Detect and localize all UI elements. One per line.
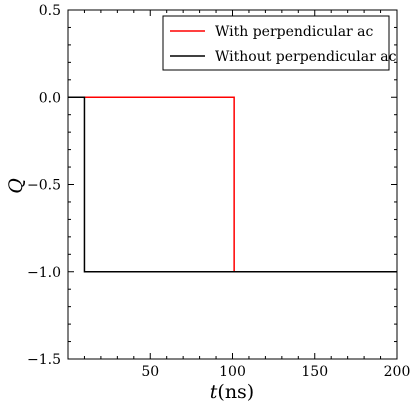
x-tick-label: 50 — [141, 364, 159, 380]
x-tick-label: 100 — [219, 364, 246, 380]
x-axis-variable: t — [210, 381, 218, 403]
series-line-without-ac — [68, 96, 397, 273]
series-group — [68, 96, 397, 273]
legend: With perpendicular ac Without perpendicu… — [162, 15, 397, 71]
legend-label-with-ac: With perpendicular ac — [215, 24, 374, 40]
x-axis-label: t(ns) — [210, 381, 254, 403]
tick-labels: 50 100 150 200 0.5 0.0 −0.5 −1.0 −1.5 — [27, 3, 410, 380]
y-tick-label: −1.0 — [27, 265, 61, 281]
y-tick-label: 0.0 — [39, 90, 61, 106]
y-tick-label: 0.5 — [39, 3, 61, 19]
x-tick-label: 200 — [384, 364, 411, 380]
y-axis-label: Q — [5, 178, 27, 194]
x-tick-label: 150 — [301, 364, 328, 380]
y-tick-label: −1.5 — [27, 352, 61, 368]
x-axis-unit: (ns) — [217, 381, 254, 403]
legend-label-without-ac: Without perpendicular ac — [215, 49, 397, 65]
plot-frame — [67, 9, 398, 360]
legend-box — [162, 15, 390, 71]
y-tick-label: −0.5 — [27, 178, 61, 194]
